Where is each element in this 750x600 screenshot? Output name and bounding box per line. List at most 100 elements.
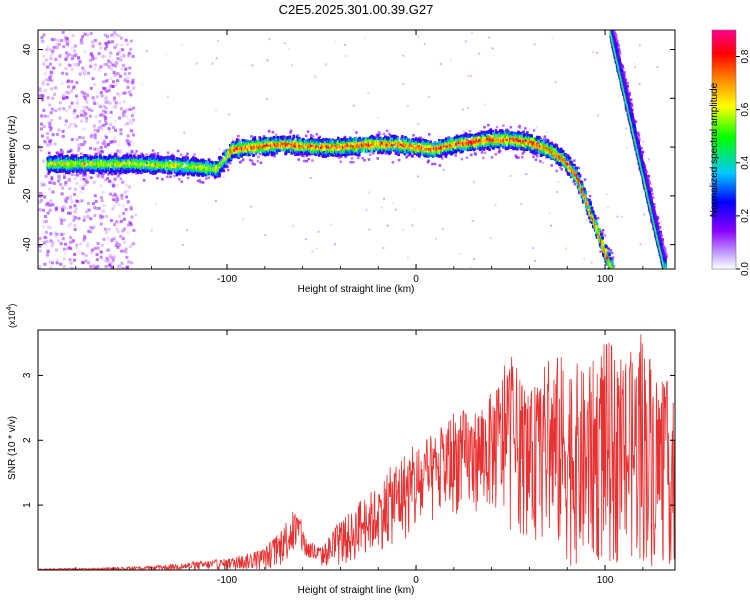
heatmap-cell: [428, 145, 431, 149]
heatmap-cell: [445, 137, 448, 141]
heatmap-cell: [50, 37, 54, 41]
heatmap-cell: [44, 174, 48, 178]
heatmap-cell: [93, 194, 97, 198]
heatmap-cell: [186, 176, 190, 180]
heatmap-cell: [120, 194, 124, 198]
heatmap-cell: [299, 142, 302, 146]
heatmap-cell: [387, 132, 391, 136]
heatmap-cell: [77, 169, 80, 173]
heatmap-cell: [250, 135, 253, 138]
heatmap-cell: [113, 73, 117, 77]
heatmap-cell: [122, 53, 126, 57]
heatmap-cell: [101, 215, 105, 219]
heatmap-cell: [314, 75, 317, 78]
heatmap-cell: [46, 225, 50, 229]
heatmap-cell: [493, 132, 496, 136]
heatmap-cell: [307, 157, 310, 161]
heatmap-cell: [74, 106, 78, 110]
heatmap-cell: [71, 153, 75, 157]
heatmap-cell: [104, 214, 108, 218]
heatmap-cell: [104, 116, 108, 120]
heatmap-cell: [156, 154, 160, 158]
heatmap-cell: [101, 109, 105, 113]
heatmap-cell: [131, 156, 134, 160]
heatmap-cell: [283, 42, 286, 45]
heatmap-cell: [126, 189, 130, 193]
heatmap-cell: [251, 162, 255, 165]
heatmap-cell: [118, 116, 122, 120]
heatmap-cell: [62, 265, 66, 269]
heatmap-cell: [92, 124, 96, 128]
heatmap-cell: [50, 79, 54, 83]
heatmap-cell: [53, 155, 57, 159]
heatmap-cell: [447, 135, 450, 139]
heatmap-cell: [340, 148, 344, 152]
heatmap-cell: [339, 160, 342, 163]
heatmap-cell: [317, 153, 321, 157]
heatmap-cell: [462, 108, 465, 111]
heatmap-cell: [197, 161, 201, 165]
heatmap-cell: [50, 119, 54, 123]
heatmap-cell: [152, 156, 155, 160]
heatmap-cell: [83, 91, 87, 95]
heatmap-cell: [311, 135, 315, 138]
heatmap-cell: [83, 69, 87, 73]
heatmap-cell: [390, 148, 394, 151]
heatmap-cell: [468, 133, 472, 137]
heatmap-cell: [48, 62, 52, 66]
heatmap-cell: [262, 152, 265, 156]
heatmap-cell: [50, 52, 54, 56]
heatmap-cell: [343, 147, 347, 151]
heatmap-cell: [404, 149, 407, 153]
heatmap-cell: [89, 32, 93, 36]
heatmap-cell: [326, 154, 330, 158]
heatmap-cell: [287, 147, 290, 151]
heatmap-cell: [88, 166, 92, 170]
heatmap-cell: [43, 89, 47, 93]
heatmap-cell: [633, 62, 636, 65]
heatmap-cell: [151, 149, 155, 152]
heatmap-cell: [393, 143, 396, 146]
heatmap-cell: [315, 132, 319, 136]
heatmap-cell: [83, 95, 87, 99]
heatmap-cell: [69, 240, 73, 244]
heatmap-cell: [46, 249, 50, 253]
heatmap-cell: [87, 261, 91, 265]
heatmap-cell: [483, 151, 487, 155]
heatmap-cell: [104, 42, 108, 46]
heatmap-cell: [105, 135, 109, 139]
heatmap-cell: [62, 97, 66, 101]
heatmap-cell: [125, 158, 128, 162]
heatmap-cell: [358, 136, 361, 140]
heatmap-cell: [104, 97, 108, 101]
heatmap-cell: [397, 152, 400, 156]
heatmap-cell: [92, 159, 95, 163]
heatmap-cell: [60, 39, 64, 43]
heatmap-cell: [372, 152, 375, 155]
heatmap-cell: [100, 149, 103, 153]
heatmap-cell: [289, 131, 292, 134]
heatmap-cell: [42, 108, 46, 112]
heatmap-cell: [41, 98, 45, 102]
heatmap-cell: [197, 173, 201, 177]
heatmap-cell: [114, 64, 118, 68]
heatmap-cell: [330, 150, 334, 154]
heatmap-cell: [592, 51, 595, 54]
heatmap-cell: [70, 173, 74, 177]
heatmap-cell: [123, 123, 127, 127]
heatmap-cell: [403, 145, 407, 148]
heatmap-cell: [439, 154, 443, 158]
heatmap-cell: [63, 123, 67, 127]
heatmap-cell: [390, 135, 393, 139]
heatmap-cell: [101, 209, 105, 213]
heatmap-cell: [449, 59, 452, 62]
heatmap-cell: [228, 161, 232, 165]
heatmap-cell: [62, 107, 66, 111]
heatmap-cell: [73, 160, 76, 164]
heatmap-cell: [380, 141, 384, 145]
heatmap-cell: [424, 139, 427, 143]
heatmap-cell: [74, 53, 78, 57]
heatmap-cell: [81, 70, 85, 74]
heatmap-cell: [297, 158, 300, 161]
heatmap-cell: [126, 140, 130, 144]
